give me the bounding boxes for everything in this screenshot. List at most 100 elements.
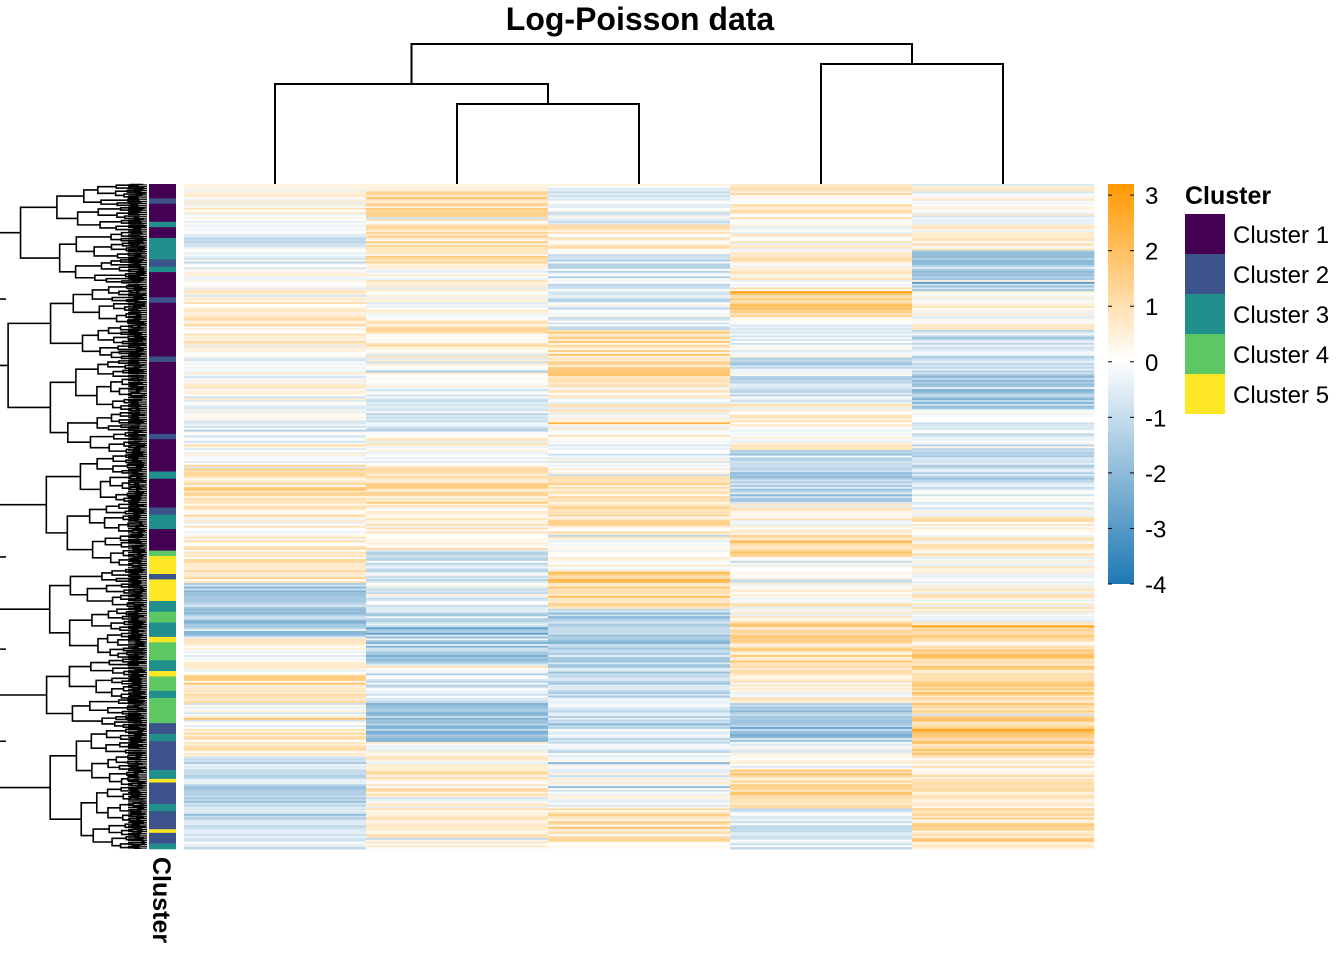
heatmap-cell: [548, 610, 731, 613]
heatmap-cell: [730, 817, 913, 820]
heatmap-cell: [366, 601, 549, 604]
heatmap-cell: [912, 765, 1095, 769]
heatmap-cell: [184, 577, 367, 580]
heatmap-cell: [912, 244, 1095, 248]
heatmap-cell: [366, 320, 549, 323]
heatmap-cell: [912, 549, 1095, 552]
row-dendrogram-branch: [90, 733, 107, 749]
heatmap-cell: [184, 353, 367, 357]
heatmap-cell: [912, 268, 1095, 272]
heatmap-cell: [548, 704, 731, 708]
heatmap-cell: [912, 826, 1095, 830]
heatmap-cell: [730, 791, 913, 794]
heatmap-cell: [366, 414, 549, 418]
heatmap-cell: [548, 695, 731, 698]
heatmap-cell: [912, 546, 1095, 549]
heatmap-cell: [548, 496, 731, 499]
heatmap-cell: [548, 400, 731, 403]
heatmap-cell: [548, 270, 731, 274]
heatmap-cell: [366, 747, 549, 750]
heatmap-cell: [548, 387, 731, 390]
heatmap-cell: [912, 562, 1095, 565]
heatmap-cell: [730, 649, 913, 652]
heatmap-cell: [912, 752, 1095, 756]
heatmap-cell: [730, 324, 913, 327]
heatmap-cell: [366, 407, 549, 410]
heatmap-cell: [730, 590, 913, 593]
heatmap-cell: [548, 655, 731, 658]
heatmap-cell: [730, 499, 913, 503]
heatmap-cell: [548, 522, 731, 525]
heatmap-cell: [912, 331, 1095, 335]
heatmap-cell: [184, 507, 367, 510]
heatmap-cell: [366, 666, 549, 669]
heatmap-cell: [912, 675, 1095, 678]
heatmap-cell: [548, 357, 731, 360]
heatmap-cell: [366, 401, 549, 405]
heatmap-cell: [366, 499, 549, 503]
heatmap-cell: [912, 300, 1095, 303]
heatmap-cell: [184, 627, 367, 630]
heatmap-cell: [912, 329, 1095, 333]
heatmap-cell: [730, 226, 913, 229]
annotation-cell: [149, 203, 176, 223]
heatmap-cell: [548, 292, 731, 296]
heatmap-cell: [366, 643, 549, 647]
heatmap-cell: [184, 202, 367, 205]
column-dendrogram: [274, 43, 1004, 184]
heatmap-cell: [184, 357, 367, 360]
heatmap-cell: [912, 401, 1095, 405]
heatmap-cell: [730, 756, 913, 759]
heatmap-cell: [912, 810, 1095, 813]
heatmap-cell: [184, 752, 367, 756]
heatmap-cell: [366, 551, 549, 554]
heatmap-cell: [912, 828, 1095, 831]
heatmap-cell: [730, 575, 913, 578]
heatmap-cell: [730, 518, 913, 521]
heatmap-cell: [184, 836, 367, 839]
heatmap-cell: [730, 557, 913, 560]
heatmap-cell: [912, 557, 1095, 560]
heatmap-cell: [730, 485, 913, 488]
heatmap-cell: [184, 514, 367, 517]
heatmap-cell: [184, 788, 367, 791]
heatmap-cell: [912, 453, 1095, 456]
heatmap-cell: [730, 730, 913, 734]
heatmap-cell: [366, 318, 549, 322]
heatmap-cell: [730, 326, 913, 329]
heatmap-cell: [366, 208, 549, 211]
heatmap-cell: [730, 224, 913, 227]
heatmap-cell: [730, 795, 913, 798]
heatmap-cell: [184, 462, 367, 466]
heatmap-cell: [730, 828, 913, 831]
heatmap-cell: [730, 571, 913, 575]
heatmap-cell: [912, 440, 1095, 444]
annotation-cell: [149, 579, 176, 602]
heatmap-cell: [730, 623, 913, 626]
heatmap-cell: [548, 477, 731, 480]
heatmap-cell: [548, 494, 731, 497]
heatmap-cell: [366, 581, 549, 584]
heatmap-cell: [548, 579, 731, 582]
heatmap-cell: [912, 756, 1095, 759]
heatmap-cell: [548, 821, 731, 824]
chart-title: Log-Poisson data: [506, 1, 775, 37]
heatmap-cell: [730, 712, 913, 715]
heatmap-cell: [548, 834, 731, 837]
dendrogram-branch: [456, 103, 640, 184]
heatmap-cell: [912, 446, 1095, 449]
annotation-cell: [149, 574, 176, 580]
heatmap-cell: [184, 196, 367, 200]
heatmap-cell: [184, 612, 367, 615]
heatmap-cell: [730, 420, 913, 423]
heatmap-cell: [912, 265, 1095, 268]
heatmap-cell: [366, 817, 549, 820]
heatmap-cell: [184, 411, 367, 414]
heatmap-cell: [912, 723, 1095, 726]
heatmap-cell: [912, 261, 1095, 264]
heatmap-cell: [730, 313, 913, 316]
legend-label: Cluster 2: [1233, 262, 1329, 289]
annotation-cell: [149, 843, 176, 850]
heatmap-cell: [184, 324, 367, 327]
heatmap-cell: [184, 265, 367, 268]
